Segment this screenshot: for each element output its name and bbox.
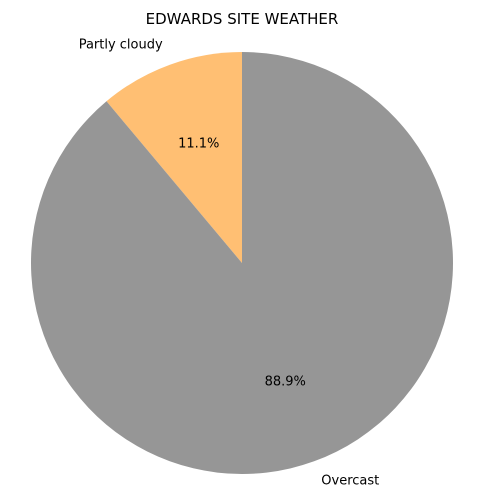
pie-slices (31, 52, 454, 474)
pie-labels: 11.1% Partly cloudy 88.9% Overcast (79, 37, 380, 488)
pie-slice-overcast (31, 52, 454, 474)
pie-pct-label-overcast: 88.9% (265, 374, 306, 389)
chart-title: EDWARDS SITE WEATHER (146, 10, 339, 28)
pie-slice-partly-cloudy (106, 52, 243, 263)
pie-pct-label-partly-cloudy: 11.1% (178, 137, 219, 152)
pie-label-partly-cloudy: Partly cloudy (79, 37, 163, 52)
pie-label-overcast: Overcast (321, 474, 379, 489)
